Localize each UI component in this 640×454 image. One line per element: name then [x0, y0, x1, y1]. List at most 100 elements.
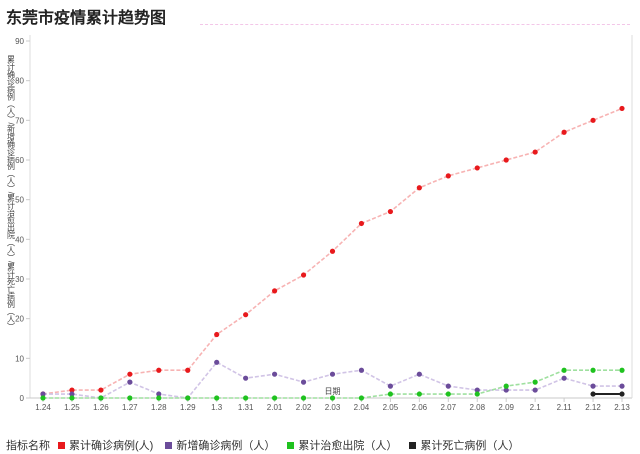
data-point[interactable]: [40, 395, 46, 401]
data-point[interactable]: [503, 157, 509, 163]
data-point[interactable]: [185, 395, 191, 401]
x-tick-label: 1.29: [180, 403, 196, 412]
data-point[interactable]: [387, 391, 393, 397]
y-tick-label: 50: [15, 196, 24, 205]
data-point[interactable]: [156, 391, 162, 397]
data-point[interactable]: [243, 395, 249, 401]
legend-items: 累计确诊病例(人) 新增确诊病例（人） 累计治愈出院（人） 累计死亡病例（人）: [58, 437, 531, 453]
y-tick-label: 40: [15, 235, 24, 244]
data-point[interactable]: [445, 173, 451, 179]
data-point[interactable]: [272, 395, 278, 401]
data-point[interactable]: [561, 129, 567, 135]
data-point[interactable]: [503, 387, 509, 393]
data-point[interactable]: [214, 395, 220, 401]
data-point[interactable]: [243, 312, 249, 318]
data-point[interactable]: [387, 383, 393, 389]
data-point[interactable]: [127, 395, 133, 401]
x-tick-label: 2.08: [469, 403, 485, 412]
data-point[interactable]: [532, 387, 538, 393]
data-point[interactable]: [590, 383, 596, 389]
x-tick-label: 2.01: [267, 403, 283, 412]
data-point[interactable]: [69, 387, 75, 393]
data-point[interactable]: [503, 383, 509, 389]
data-point[interactable]: [416, 371, 422, 377]
legend-label: 累计确诊病例(人): [69, 440, 154, 452]
data-point[interactable]: [185, 367, 191, 373]
x-tick-label: 2.05: [383, 403, 399, 412]
x-tick-label: 2.03: [325, 403, 341, 412]
chart-series: [40, 105, 625, 401]
series-3: [590, 391, 625, 397]
data-point[interactable]: [590, 391, 596, 397]
series-2: [40, 367, 625, 401]
legend: 指标名称 累计确诊病例(人) 新增确诊病例（人） 累计治愈出院（人） 累计死亡病例（人…: [6, 437, 531, 453]
data-point[interactable]: [300, 395, 307, 401]
data-point[interactable]: [127, 379, 133, 385]
y-tick-label: 30: [15, 275, 24, 284]
x-tick-label: 2.1: [530, 403, 542, 412]
data-point[interactable]: [532, 149, 538, 155]
x-tick-label: 1.25: [64, 403, 80, 412]
chart-title: 东莞市疫情累计趋势图: [6, 10, 167, 27]
y-tick-label: 60: [15, 156, 24, 165]
data-point[interactable]: [156, 395, 162, 401]
data-point[interactable]: [272, 288, 278, 294]
data-point[interactable]: [358, 395, 365, 401]
data-point[interactable]: [272, 371, 278, 377]
legend-item-1[interactable]: 新增确诊病例（人）: [165, 437, 275, 453]
data-point[interactable]: [474, 165, 480, 171]
data-point[interactable]: [619, 391, 625, 397]
data-point[interactable]: [387, 208, 393, 215]
y-axis-label: 累计确诊病例（人）/新增确诊病例（人）/累计治愈出院（人）/累计死亡病例（人）: [7, 55, 16, 330]
data-point[interactable]: [358, 367, 365, 373]
data-point[interactable]: [329, 371, 336, 377]
x-tick-label: 2.13: [614, 403, 630, 412]
data-point[interactable]: [214, 331, 220, 338]
data-point[interactable]: [98, 395, 104, 401]
legend-item-0[interactable]: 累计确诊病例(人): [58, 437, 153, 453]
x-tick-label: 2.07: [441, 403, 457, 412]
x-tick-label: 2.04: [354, 403, 370, 412]
x-tick-label: 1.3: [211, 403, 223, 412]
legend-item-3[interactable]: 累计死亡病例（人）: [409, 437, 519, 453]
legend-swatch: [409, 441, 417, 449]
series-0: [40, 105, 625, 397]
y-tick-label: 70: [15, 116, 24, 125]
data-point[interactable]: [561, 375, 567, 381]
data-point[interactable]: [445, 391, 451, 397]
data-point[interactable]: [619, 367, 625, 373]
data-point[interactable]: [98, 387, 104, 393]
data-point[interactable]: [561, 367, 567, 373]
data-point[interactable]: [329, 395, 336, 401]
data-point[interactable]: [590, 117, 596, 123]
data-point[interactable]: [532, 379, 538, 385]
data-point[interactable]: [156, 367, 162, 373]
legend-item-2[interactable]: 累计治愈出院（人）: [287, 437, 397, 453]
y-tick-label: 10: [15, 354, 24, 363]
chart-axes: 0 10 20 30 40 50 60 70 80 90 1.24 1.25 1.26 1.27 1.28 1…: [15, 35, 633, 412]
data-point[interactable]: [300, 379, 307, 385]
data-point[interactable]: [416, 185, 422, 191]
data-point[interactable]: [329, 248, 336, 254]
x-tick-label: 2.06: [412, 403, 428, 412]
data-point[interactable]: [445, 383, 451, 389]
data-point[interactable]: [474, 391, 480, 397]
x-tick-label: 1.27: [122, 403, 138, 412]
data-point[interactable]: [69, 395, 75, 401]
data-point[interactable]: [243, 375, 249, 381]
data-point[interactable]: [300, 272, 307, 278]
y-tick-label: 90: [15, 37, 24, 46]
data-point[interactable]: [69, 391, 75, 397]
legend-label: 累计死亡病例（人）: [420, 440, 520, 452]
data-point[interactable]: [416, 391, 422, 397]
data-point[interactable]: [358, 220, 365, 227]
data-point[interactable]: [40, 391, 46, 397]
data-point[interactable]: [590, 367, 596, 373]
legend-swatch: [287, 441, 295, 449]
legend-swatch: [165, 441, 173, 449]
data-point[interactable]: [474, 387, 480, 393]
data-point[interactable]: [127, 371, 133, 377]
data-point[interactable]: [619, 383, 625, 389]
data-point[interactable]: [214, 359, 220, 365]
data-point[interactable]: [619, 105, 625, 112]
